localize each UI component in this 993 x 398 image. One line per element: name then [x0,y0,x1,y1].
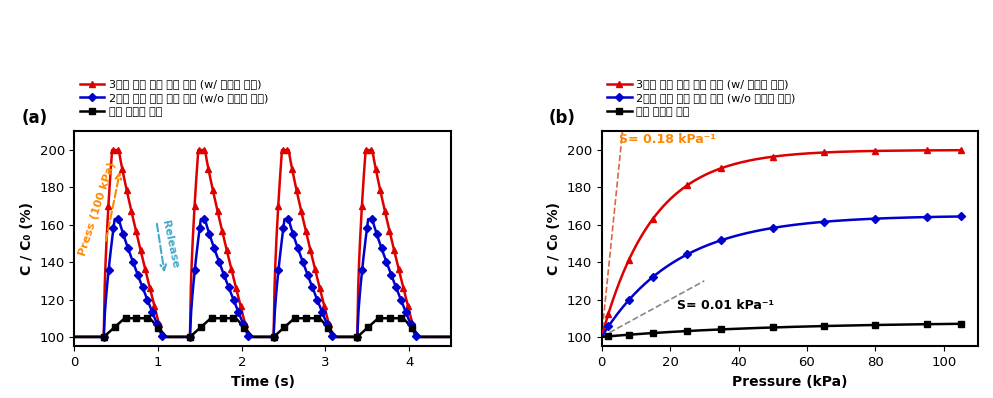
X-axis label: Pressure (kPa): Pressure (kPa) [732,375,848,388]
Y-axis label: C / C₀ (%): C / C₀ (%) [20,202,34,275]
Text: Press (100 kPa): Press (100 kPa) [77,160,117,257]
Text: S= 0.01 kPa⁻¹: S= 0.01 kPa⁻¹ [677,299,774,312]
Text: (a): (a) [22,109,48,127]
Text: (b): (b) [549,109,576,127]
Y-axis label: C / C₀ (%): C / C₀ (%) [547,202,561,275]
X-axis label: Time (s): Time (s) [230,375,295,388]
Legend: 3차년 나노 포스 터치 센서 (w/ 플로팅 전극), 2차년 나노 포스 터치 센서 (w/o 플로팅 전극), 기존 평평한 센서: 3차년 나노 포스 터치 센서 (w/ 플로팅 전극), 2차년 나노 포스 터… [607,80,795,117]
Legend: 3차년 나노 포스 터치 센서 (w/ 플로팅 전극), 2차년 나노 포스 터치 센서 (w/o 플로팅 전극), 기존 평평한 센서: 3차년 나노 포스 터치 센서 (w/ 플로팅 전극), 2차년 나노 포스 터… [80,80,268,117]
Text: Release: Release [160,219,180,269]
Text: S= 0.18 kPa⁻¹: S= 0.18 kPa⁻¹ [619,133,716,146]
